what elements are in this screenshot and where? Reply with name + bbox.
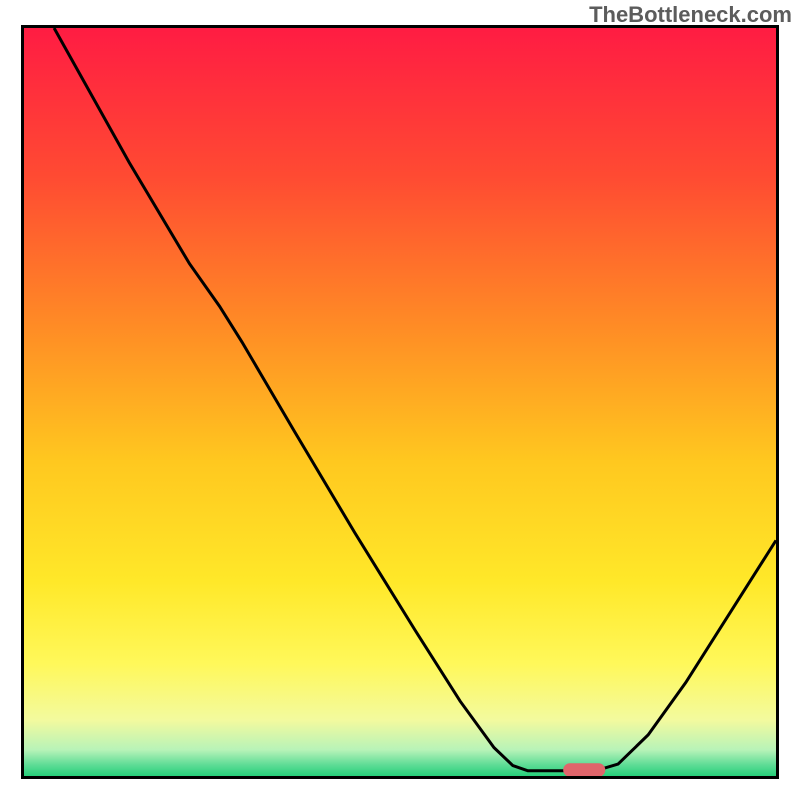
optimal-marker [563, 763, 605, 776]
chart-svg [24, 28, 776, 776]
watermark-text: TheBottleneck.com [589, 2, 792, 28]
bottleneck-chart [21, 25, 779, 779]
gradient-fill [24, 28, 776, 776]
